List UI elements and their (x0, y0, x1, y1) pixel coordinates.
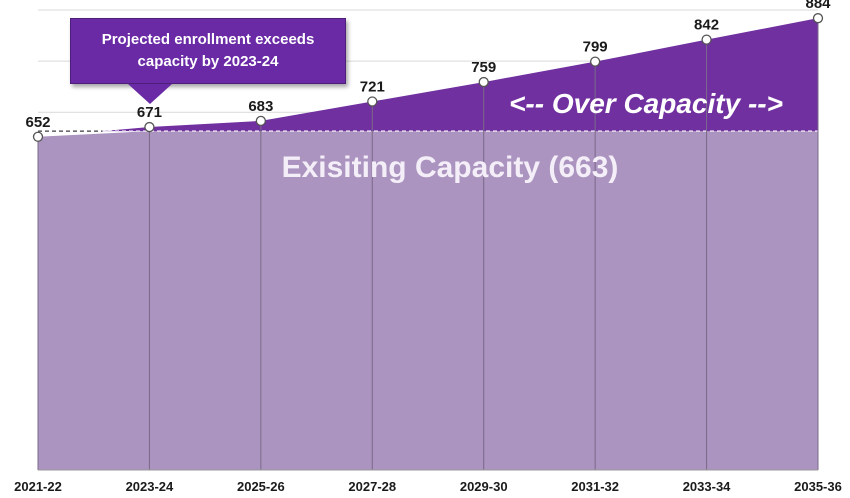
value-label: 721 (360, 78, 385, 95)
x-tick-label: 2031-32 (571, 479, 619, 494)
x-tick-label: 2027-28 (348, 479, 396, 494)
x-tick-label: 2035-36 (794, 479, 842, 494)
data-point (32, 131, 44, 142)
x-tick-label: 2025-26 (237, 479, 285, 494)
x-tick-label: 2033-34 (683, 479, 731, 494)
data-point (144, 121, 155, 133)
value-label: 759 (471, 59, 496, 76)
data-point (701, 34, 712, 45)
over-capacity-label: <-- Over Capacity --> (509, 88, 783, 119)
value-label: 842 (694, 17, 719, 34)
over-capacity-area (102, 18, 818, 132)
data-point (367, 96, 378, 107)
data-point (812, 13, 824, 24)
x-tick-label: 2021-22 (14, 479, 62, 494)
capacity-label: Exisiting Capacity (663) (282, 151, 619, 184)
x-tick-labels: 2021-22 2023-24 2025-26 2027-28 2029-30 2031-… (14, 479, 842, 494)
data-point (478, 76, 489, 88)
value-label: 799 (583, 39, 608, 56)
callout-pointer (128, 84, 172, 104)
data-point (255, 115, 267, 127)
capacity-area (38, 131, 818, 470)
data-point (589, 56, 601, 67)
data-points (32, 13, 824, 142)
category-lines (37, 18, 819, 470)
callout-box: Projected enrollment exceeds capacity by… (70, 18, 346, 84)
value-label: 652 (25, 114, 50, 131)
value-label: 884 (805, 0, 831, 12)
value-label: 671 (137, 104, 162, 121)
x-tick-label: 2023-24 (126, 479, 174, 494)
x-tick-label: 2029-30 (460, 479, 508, 494)
callout-text: Projected enrollment exceeds capacity by… (101, 31, 315, 70)
value-label: 683 (248, 98, 273, 115)
value-labels: 652 671 683 721 759 799 842 884 (25, 0, 831, 131)
